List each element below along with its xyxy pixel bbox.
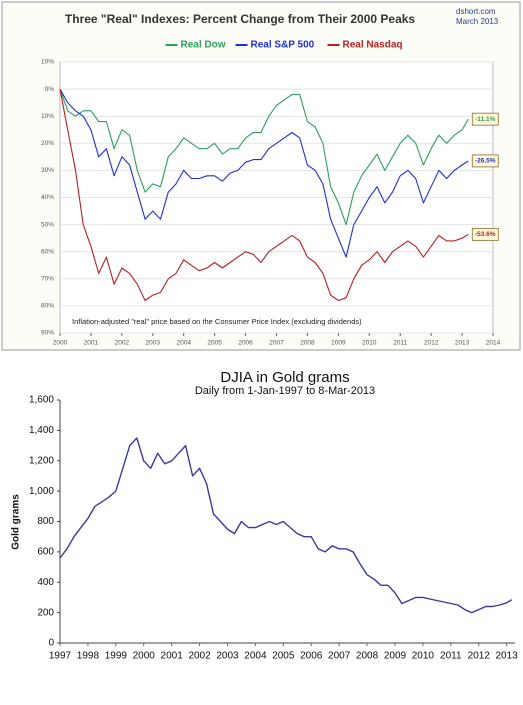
x-tick-label: 2004 bbox=[244, 651, 267, 662]
y-axis-label: Gold grams bbox=[11, 494, 22, 550]
x-tick-label: 2001 bbox=[161, 651, 184, 662]
x-tick-label: 2000 bbox=[53, 340, 68, 347]
x-tick-label: 1998 bbox=[77, 651, 100, 662]
x-tick-label: 2013 bbox=[455, 340, 470, 347]
x-tick-label: 2006 bbox=[238, 340, 253, 347]
x-tick-label: 2003 bbox=[216, 651, 239, 662]
x-tick-label: 2004 bbox=[176, 340, 191, 347]
y-tick-label: 90% bbox=[41, 330, 54, 337]
legend-label: Real Dow bbox=[181, 40, 226, 51]
x-tick-label: 2009 bbox=[331, 340, 346, 347]
y-tick-label: 20% bbox=[41, 140, 54, 147]
x-tick-label: 2010 bbox=[412, 651, 435, 662]
chart-subtitle: Daily from 1-Jan-1997 to 8-Mar-2013 bbox=[195, 385, 375, 397]
note: Inflation-adjusted "real" price based on… bbox=[72, 317, 362, 326]
series-line bbox=[59, 88, 469, 302]
x-tick-label: 2003 bbox=[146, 340, 161, 347]
value-label: -26.5% bbox=[475, 158, 496, 165]
series-line bbox=[59, 88, 469, 258]
x-tick-label: 2010 bbox=[362, 340, 377, 347]
value-label: -11.1% bbox=[475, 116, 495, 123]
x-tick-label: 2011 bbox=[440, 651, 462, 662]
x-tick-label: 2012 bbox=[468, 651, 491, 662]
y-tick-label: 70% bbox=[41, 276, 54, 283]
chart-title: Three "Real" Indexes: Percent Change fro… bbox=[65, 12, 416, 26]
y-tick-label: 800 bbox=[37, 516, 54, 527]
x-tick-label: 2012 bbox=[424, 340, 439, 347]
x-tick-label: 2007 bbox=[328, 651, 351, 662]
y-tick-label: 1,400 bbox=[29, 425, 54, 436]
x-tick-label: 2001 bbox=[84, 340, 99, 347]
x-tick-label: 2014 bbox=[486, 340, 501, 347]
x-tick-label: 1999 bbox=[105, 651, 128, 662]
x-tick-label: 2000 bbox=[133, 651, 156, 662]
series-line bbox=[59, 437, 513, 614]
y-tick-label: 80% bbox=[41, 303, 54, 310]
y-tick-label: 10% bbox=[41, 113, 54, 120]
y-tick-label: 40% bbox=[41, 194, 54, 201]
y-tick-label: 50% bbox=[41, 221, 54, 228]
x-tick-label: 2011 bbox=[393, 340, 407, 347]
x-tick-label: 2002 bbox=[188, 651, 211, 662]
y-tick-label: 1,200 bbox=[29, 455, 54, 466]
legend-label: Real Nasdaq bbox=[343, 40, 403, 51]
y-tick-label: 0% bbox=[45, 86, 55, 93]
x-tick-label: 1997 bbox=[49, 651, 72, 662]
series-line bbox=[59, 88, 469, 226]
x-tick-label: 2006 bbox=[300, 651, 323, 662]
source: dshort.com bbox=[456, 7, 496, 16]
x-tick-label: 2005 bbox=[207, 340, 222, 347]
x-tick-label: 2005 bbox=[272, 651, 295, 662]
y-tick-label: 600 bbox=[37, 547, 54, 558]
y-tick-label: 1,600 bbox=[29, 395, 54, 406]
y-tick-label: 30% bbox=[41, 167, 54, 174]
value-label: -53.6% bbox=[475, 231, 496, 238]
y-tick-label: 60% bbox=[41, 248, 54, 255]
x-tick-label: 2008 bbox=[300, 340, 315, 347]
date-note: March 2013 bbox=[456, 17, 499, 26]
x-tick-label: 2002 bbox=[115, 340, 130, 347]
x-tick-label: 2007 bbox=[269, 340, 284, 347]
value-label-box bbox=[471, 154, 499, 168]
legend-label: Real S&P 500 bbox=[251, 40, 315, 51]
y-tick-label: 400 bbox=[37, 577, 54, 588]
y-tick-label: 10% bbox=[41, 59, 54, 66]
value-label-box bbox=[471, 112, 499, 126]
y-tick-label: 0 bbox=[48, 638, 54, 649]
chart-title: DJIA in Gold grams bbox=[220, 369, 349, 386]
value-label-box bbox=[471, 227, 499, 241]
y-tick-label: 200 bbox=[37, 607, 54, 618]
y-tick-label: 1,000 bbox=[29, 486, 54, 497]
x-tick-label: 2009 bbox=[384, 651, 407, 662]
x-tick-label: 2008 bbox=[356, 651, 379, 662]
x-tick-label: 2013 bbox=[496, 651, 519, 662]
